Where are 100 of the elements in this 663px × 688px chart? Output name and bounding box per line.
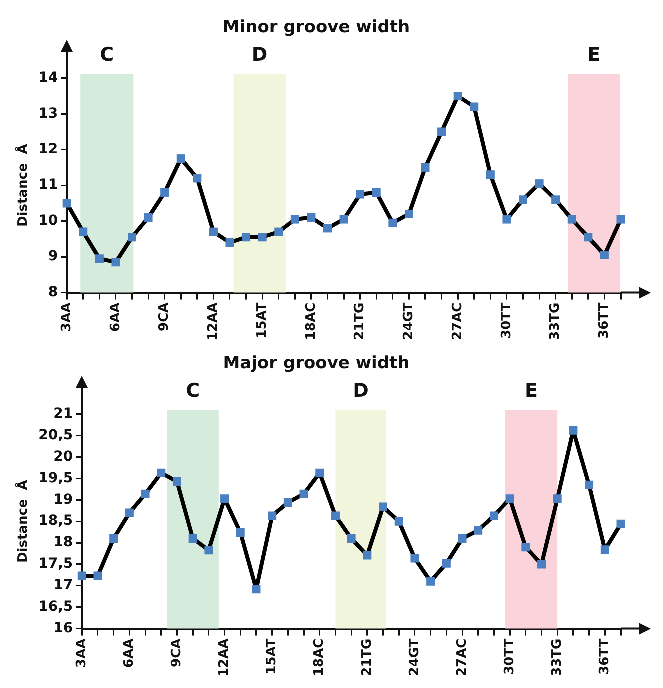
- point: [379, 502, 388, 512]
- point: [160, 188, 170, 197]
- point: [300, 490, 308, 498]
- y-tick-label: 14: [38, 70, 58, 86]
- y-tick-label: 21: [54, 406, 74, 422]
- point: [331, 512, 340, 520]
- x-tick-label: 33TG: [548, 302, 564, 340]
- point: [394, 517, 404, 526]
- y-tick-label: 18,5: [38, 513, 74, 530]
- point: [372, 188, 381, 197]
- point: [274, 228, 284, 236]
- text: E: [524, 380, 539, 402]
- point: [616, 520, 626, 528]
- point: [340, 215, 348, 224]
- x-tick-label: 27AC: [450, 302, 466, 340]
- point: [79, 228, 88, 236]
- x-tick-label: 30TT: [499, 302, 514, 339]
- point: [454, 92, 462, 101]
- x-tick-label: 12AA: [206, 302, 222, 342]
- point: [600, 251, 609, 260]
- x-tick-label: 21TG: [360, 638, 375, 676]
- point: [258, 233, 267, 242]
- point: [502, 215, 512, 224]
- y-tick-label: 12: [38, 142, 58, 158]
- chart-title: Major groove width: [223, 354, 410, 374]
- point: [356, 190, 365, 199]
- x-tick-label: 15AT: [254, 302, 270, 339]
- x-tick-label: 9CA: [157, 302, 172, 332]
- text: C: [99, 44, 116, 66]
- point: [458, 534, 467, 543]
- point: [600, 546, 610, 554]
- point: [62, 199, 72, 208]
- point: [421, 163, 430, 172]
- y-tick-label: 19: [54, 492, 74, 508]
- point: [110, 534, 118, 543]
- x-tick-label: 21TG: [352, 302, 368, 340]
- y-tick-label: 17,5: [38, 556, 74, 572]
- point: [268, 512, 277, 520]
- point: [252, 585, 261, 594]
- point: [324, 224, 332, 233]
- point: [316, 468, 324, 478]
- point: [388, 218, 398, 228]
- point: [193, 174, 202, 183]
- y-tick-label: 13: [38, 106, 58, 122]
- point: [112, 258, 120, 267]
- point: [290, 215, 300, 224]
- x-tick-label: 24GT: [402, 302, 417, 340]
- x-tick-label: 6AA: [122, 638, 138, 668]
- y-tick-label: 17: [54, 578, 74, 594]
- x-tick-label: 36TT: [598, 638, 613, 675]
- x-tick-label: 33TG: [550, 638, 565, 676]
- point: [144, 214, 153, 222]
- text: C: [185, 380, 202, 402]
- x-tick-label: 18AC: [304, 302, 319, 340]
- point: [226, 238, 234, 248]
- y-tick-label: 11: [38, 177, 58, 194]
- point: [284, 498, 292, 507]
- text: D: [250, 44, 269, 66]
- y-axis-title: Distance Å: [14, 480, 32, 564]
- point: [209, 228, 218, 236]
- point: [568, 215, 576, 224]
- y-tick-label: 20: [54, 448, 74, 465]
- point: [307, 214, 316, 222]
- point: [157, 468, 166, 478]
- text: D: [352, 380, 370, 402]
- x-tick-label: 18AC: [312, 638, 328, 676]
- y-axis-title: Distance Å: [14, 144, 32, 228]
- point: [538, 560, 546, 569]
- point: [95, 254, 104, 264]
- point: [141, 490, 150, 498]
- point: [522, 543, 530, 552]
- x-tick-label: 6AA: [108, 302, 124, 332]
- y-tick-label: 16,5: [38, 598, 74, 615]
- point: [404, 210, 414, 218]
- y-tick-label: 10: [38, 212, 58, 229]
- point: [363, 551, 372, 560]
- y-tick-label: 8: [48, 284, 58, 300]
- x-tick-label: 9CA: [170, 638, 185, 668]
- point: [490, 512, 498, 520]
- point: [585, 480, 594, 490]
- chart-title: Minor groove width: [222, 18, 410, 38]
- x-tick-label: 27AC: [454, 638, 470, 676]
- point: [172, 477, 182, 486]
- point: [535, 180, 544, 188]
- x-tick-label: 36TT: [597, 302, 612, 339]
- point: [470, 102, 479, 112]
- point: [347, 534, 356, 543]
- x-tick-label: 30TT: [502, 638, 518, 675]
- point: [552, 196, 560, 204]
- point: [569, 426, 578, 435]
- point: [486, 170, 495, 180]
- x-tick-label: 15AT: [264, 638, 280, 675]
- point: [584, 233, 593, 242]
- point: [125, 508, 134, 518]
- y-tick-label: 9: [48, 248, 58, 265]
- y-tick-label: 20,5: [38, 427, 74, 444]
- point: [176, 154, 186, 164]
- point: [519, 196, 528, 204]
- point: [128, 233, 136, 242]
- point: [204, 546, 214, 555]
